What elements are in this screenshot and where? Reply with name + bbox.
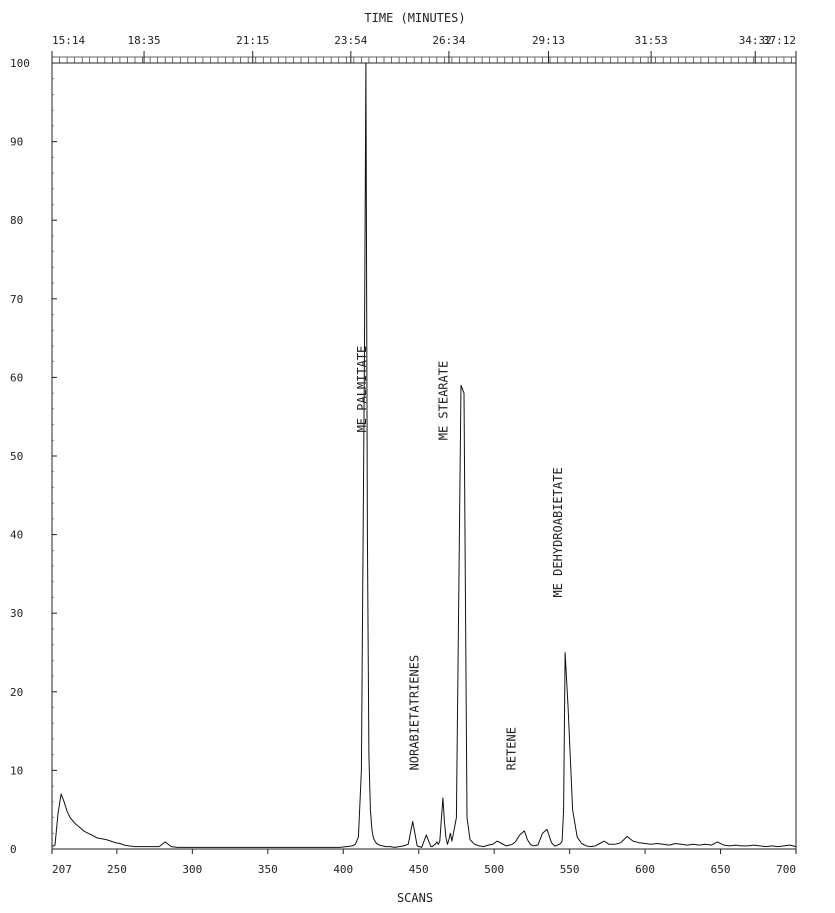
- time-tick-label: 18:35: [127, 34, 160, 47]
- x-tick-label: 600: [635, 863, 655, 876]
- y-tick-label: 60: [10, 371, 23, 384]
- time-tick-label: 23:54: [334, 34, 367, 47]
- plot-frame: [51, 62, 797, 850]
- x-axis-title: SCANS: [397, 891, 433, 905]
- x-tick-label: 300: [182, 863, 202, 876]
- peak-label: RETENE: [504, 727, 518, 770]
- time-tick-label: 26:34: [432, 34, 465, 47]
- x-tick-label: 650: [711, 863, 731, 876]
- time-tick-label: 31:53: [635, 34, 668, 47]
- time-tick-label: 34:32: [739, 34, 772, 47]
- x-tick-label: 700: [776, 863, 796, 876]
- y-tick-label: 0: [10, 843, 17, 856]
- y-axis-ticks: 0 10 20 30 40 50 60 70 80 90 100: [10, 57, 57, 856]
- y-tick-label: 20: [10, 686, 23, 699]
- x-tick-label: 350: [258, 863, 278, 876]
- time-tick-label: 15:14: [52, 34, 85, 47]
- peak-annotations: ME PALMITATE NORABIETATRIENES ME STEARATE R…: [355, 346, 565, 771]
- peak-label: ME DEHYDROABIETATE: [551, 467, 565, 597]
- peak-label: ME STEARATE: [436, 361, 450, 440]
- y-tick-label: 50: [10, 450, 23, 463]
- time-tick-label: 21:15: [236, 34, 269, 47]
- time-tick-label: 37:12: [763, 34, 796, 47]
- x-axis-ticks: 207 250 300 350 400 450 500 550 600 650 700: [51, 849, 797, 876]
- x-tick-label: 500: [484, 863, 504, 876]
- chromatogram-trace: [51, 62, 797, 848]
- x-tick-label: 550: [560, 863, 580, 876]
- x-tick-label: 250: [107, 863, 127, 876]
- y-tick-label: 10: [10, 764, 23, 777]
- time-tick-label: 29:13: [532, 34, 565, 47]
- x-tick-label: 400: [333, 863, 353, 876]
- y-tick-label: 40: [10, 529, 23, 542]
- peak-label: ME PALMITATE: [355, 346, 369, 433]
- x2-axis-title: TIME (MINUTES): [364, 11, 465, 25]
- y-tick-label: 90: [10, 136, 23, 149]
- x-tick-label: 450: [409, 863, 429, 876]
- top-axis-ticks: 15:14 18:35 21:15 23:54 26:34 29:13 31:53 34:32…: [51, 34, 797, 63]
- plot-lines: [51, 62, 797, 848]
- y-tick-label: 80: [10, 214, 23, 227]
- x-tick-label: 207: [52, 863, 72, 876]
- y-tick-label: 70: [10, 293, 23, 306]
- peak-label: NORABIETATRIENES: [408, 655, 422, 771]
- y-tick-label: 30: [10, 607, 23, 620]
- y-tick-label: 100: [10, 57, 30, 70]
